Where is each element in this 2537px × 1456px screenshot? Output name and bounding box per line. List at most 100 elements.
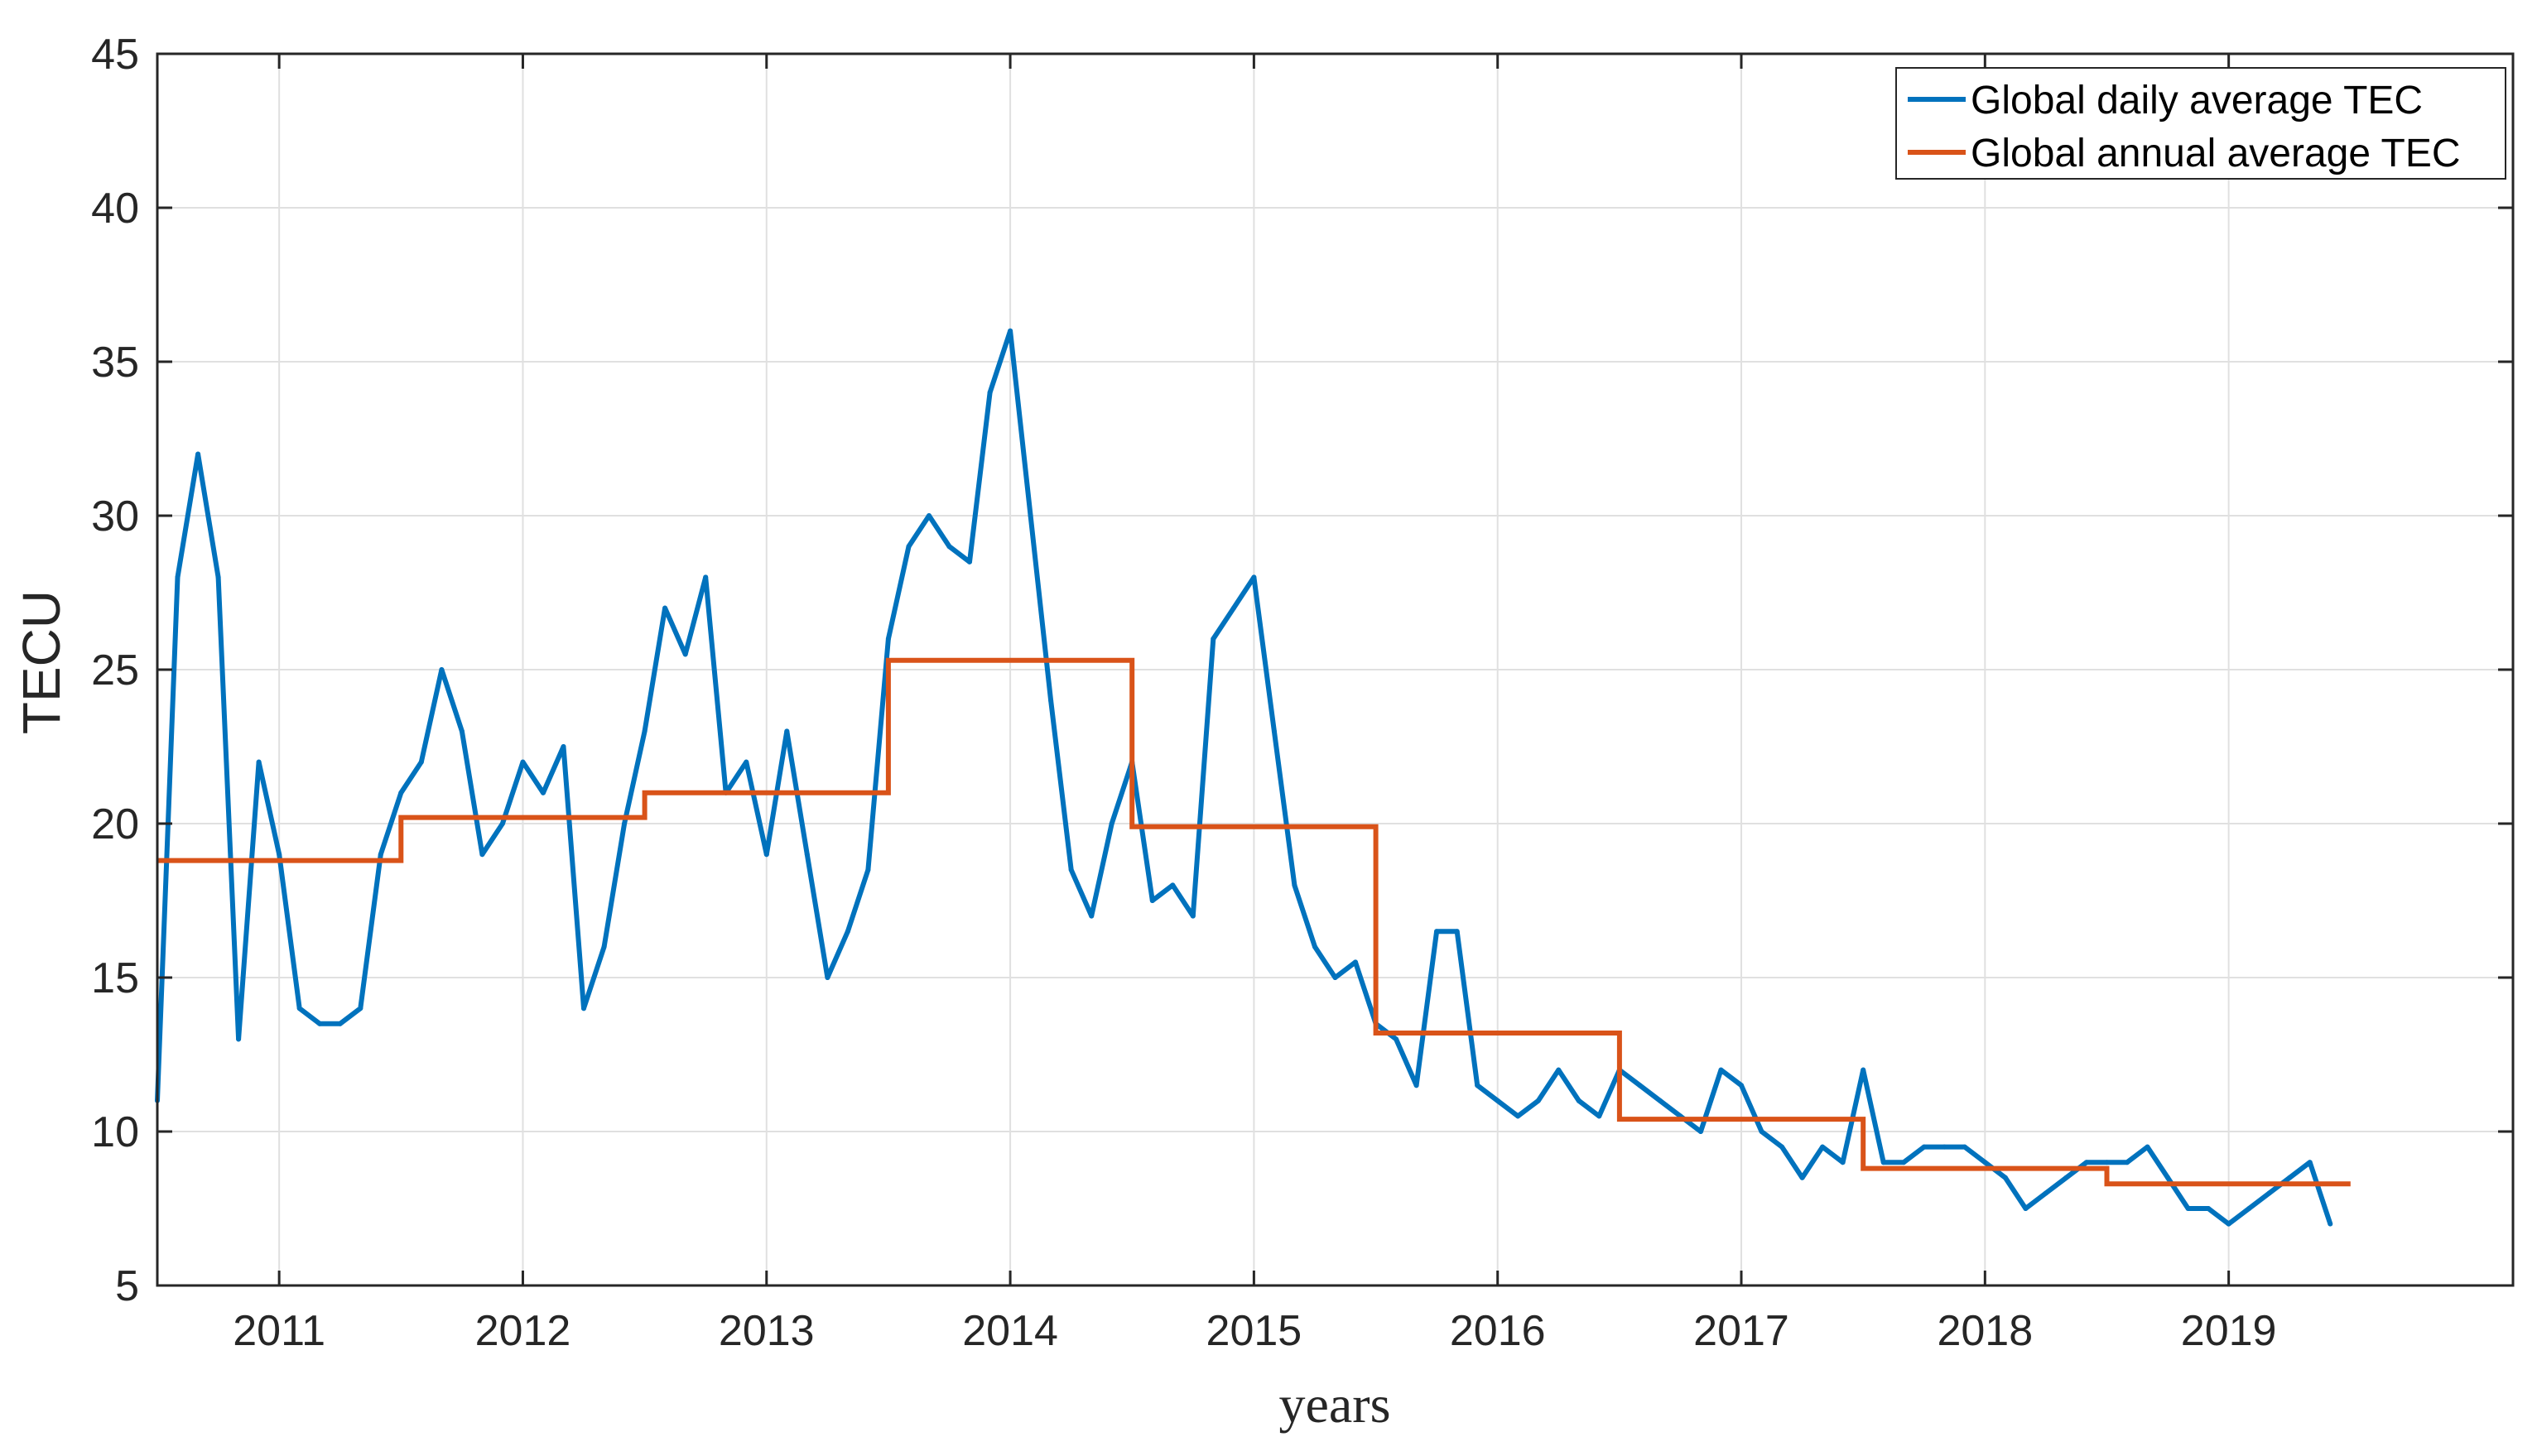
data-point-daily (927, 513, 932, 518)
data-point-daily (744, 759, 749, 765)
data-point-daily (987, 390, 993, 396)
data-point-daily (1880, 1160, 1886, 1165)
data-point-daily (1008, 328, 1013, 334)
data-point-daily (1068, 867, 1074, 872)
data-point-daily (601, 944, 607, 949)
plot-lines (155, 328, 2351, 1227)
data-point-daily (825, 975, 830, 980)
data-point-daily (1048, 698, 1054, 704)
data-point-daily (2185, 1206, 2191, 1211)
data-point-daily (885, 636, 891, 642)
data-point-daily (703, 574, 709, 580)
data-point-daily (682, 651, 688, 657)
data-point-daily (175, 574, 181, 580)
y-axis-label: TECU (12, 590, 71, 734)
legend-label-daily: Global daily average TEC (1971, 79, 2423, 123)
data-point-daily (1271, 728, 1277, 734)
data-point-daily (845, 929, 850, 935)
data-point-daily (1901, 1160, 1907, 1165)
x-tick-label: 2013 (719, 1307, 815, 1355)
x-tick-label: 2014 (962, 1307, 1058, 1355)
data-point-daily (2043, 1190, 2048, 1196)
data-point-daily (1698, 1129, 1703, 1134)
data-point-daily (520, 759, 526, 765)
data-point-daily (642, 728, 647, 734)
data-point-daily (1211, 636, 1216, 642)
data-point-daily (804, 852, 810, 858)
y-tick-label: 45 (91, 31, 139, 79)
data-point-daily (1779, 1144, 1785, 1150)
data-point-daily (967, 559, 972, 565)
data-point-daily (1475, 1083, 1480, 1088)
data-point-daily (1759, 1129, 1764, 1134)
data-point-daily (1840, 1160, 1846, 1165)
data-point-daily (1149, 898, 1155, 903)
data-point-daily (1982, 1160, 1988, 1165)
data-point-daily (2226, 1221, 2231, 1227)
data-point-daily (1413, 1083, 1419, 1088)
data-point-daily (236, 1036, 242, 1042)
data-point-daily (1718, 1067, 1724, 1073)
data-point-daily (2206, 1206, 2212, 1211)
y-tick-label: 15 (91, 954, 139, 1002)
x-tick-label: 2017 (1693, 1307, 1789, 1355)
data-point-daily (1434, 929, 1440, 935)
x-tick-label: 2011 (233, 1307, 325, 1355)
y-tick-label: 30 (91, 493, 139, 541)
legend: Global daily average TEC Global annual a… (1895, 67, 2506, 180)
data-point-daily (906, 544, 912, 550)
x-tick-label: 2012 (475, 1307, 571, 1355)
y-tick-label: 25 (91, 646, 139, 694)
data-point-daily (2246, 1206, 2252, 1211)
data-point-daily (2023, 1206, 2029, 1211)
data-point-daily (784, 728, 790, 734)
data-point-daily (1799, 1175, 1805, 1180)
series-line-daily (155, 328, 2333, 1227)
data-point-daily (2002, 1175, 2008, 1180)
data-point-daily (1251, 574, 1257, 580)
data-point-daily (398, 790, 404, 795)
data-point-daily (499, 821, 505, 826)
data-point-daily (1962, 1144, 1967, 1150)
data-point-daily (1190, 913, 1196, 919)
y-tick-label: 20 (91, 800, 139, 848)
data-point-daily (1535, 1098, 1541, 1103)
data-point-daily (2287, 1175, 2293, 1180)
y-tick-labels: 5 10 15 20 25 30 35 40 45 (91, 31, 139, 1310)
data-point-daily (2104, 1160, 2110, 1165)
data-point-daily (256, 759, 262, 765)
data-point-daily (2145, 1144, 2150, 1150)
data-point-daily (1312, 944, 1317, 949)
data-point-daily (1332, 975, 1338, 980)
data-point-daily (1028, 513, 1033, 518)
data-point-daily (215, 574, 221, 580)
data-point-daily (1089, 913, 1095, 919)
data-point-daily (1556, 1067, 1562, 1073)
data-point-daily (2165, 1175, 2171, 1180)
data-point-daily (418, 759, 424, 765)
data-point-daily (1576, 1098, 1581, 1103)
data-point-daily (2266, 1190, 2272, 1196)
data-point-daily (946, 544, 952, 550)
data-point-daily (1861, 1067, 1866, 1073)
data-point-daily (337, 1021, 343, 1026)
data-point-daily (1353, 959, 1358, 965)
data-point-daily (1637, 1083, 1643, 1088)
data-point-daily (2328, 1221, 2333, 1227)
grid (157, 53, 2513, 1286)
data-point-daily (358, 1006, 363, 1012)
data-point-daily (1657, 1098, 1663, 1103)
data-point-daily (2084, 1160, 2089, 1165)
data-point-daily (1942, 1144, 1947, 1150)
series-line-annual (157, 657, 2351, 1187)
legend-label-annual: Global annual average TEC (1971, 132, 2461, 175)
x-tick-label: 2015 (1206, 1307, 1302, 1355)
y-tick-label: 10 (91, 1108, 139, 1156)
x-tick-label: 2016 (1450, 1307, 1546, 1355)
x-tick-labels: 2011 2012 2013 2014 2015 2016 2017 2018 2019 (233, 1307, 2276, 1355)
y-tick-label: 35 (91, 339, 139, 387)
data-point-daily (622, 821, 628, 826)
data-point-daily (2125, 1160, 2130, 1165)
